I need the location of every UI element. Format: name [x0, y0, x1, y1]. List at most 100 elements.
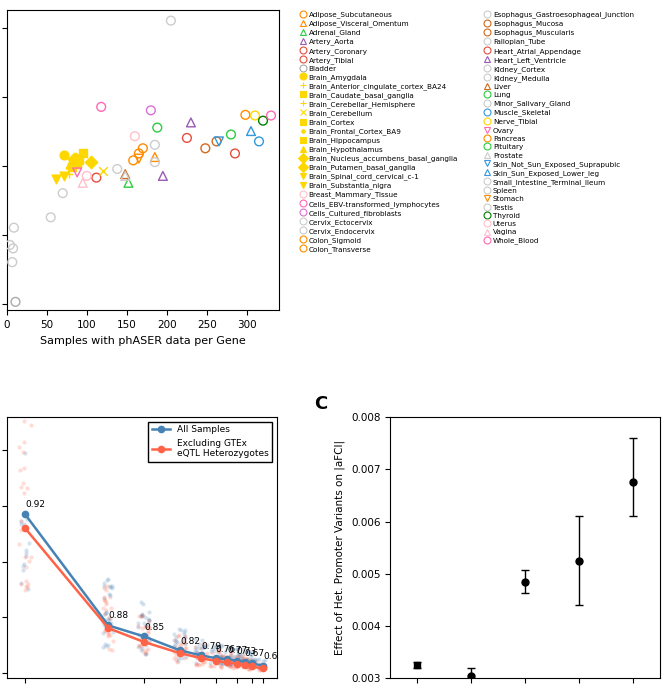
Point — [22, 482, 33, 493]
Point — [101, 584, 111, 595]
Point — [143, 619, 153, 630]
Point — [229, 658, 239, 669]
Point — [23, 365, 34, 376]
Point — [216, 651, 227, 662]
Point — [128, 155, 139, 166]
Point — [245, 660, 255, 671]
Point — [135, 611, 146, 622]
Point — [194, 639, 205, 650]
Point — [177, 644, 188, 655]
Point — [143, 607, 154, 618]
Point — [21, 385, 31, 396]
Point — [96, 101, 107, 112]
Point — [99, 625, 110, 636]
Point — [191, 658, 201, 669]
Point — [105, 581, 115, 592]
Point — [19, 488, 30, 499]
Point — [255, 659, 265, 670]
Point — [243, 647, 253, 658]
Point — [215, 651, 226, 662]
Point — [172, 656, 183, 667]
Point — [205, 658, 216, 669]
Point — [179, 646, 189, 657]
Point — [100, 641, 111, 652]
Point — [134, 640, 145, 651]
Point — [200, 142, 211, 153]
Point — [21, 547, 32, 558]
All Samples — [197, 651, 205, 660]
Point — [178, 637, 189, 648]
Point — [225, 659, 235, 670]
Point — [24, 556, 35, 566]
Point — [191, 652, 202, 663]
Point — [249, 661, 259, 672]
Point — [225, 649, 235, 660]
Point — [211, 640, 221, 651]
Point — [229, 148, 240, 159]
Point — [170, 635, 181, 646]
Point — [217, 651, 227, 662]
Point — [225, 653, 236, 664]
Point — [85, 157, 96, 168]
Point — [257, 660, 268, 671]
Point — [91, 172, 102, 183]
Point — [214, 645, 225, 656]
Point — [189, 642, 200, 653]
Point — [108, 635, 119, 646]
Point — [180, 639, 191, 650]
Point — [237, 660, 248, 671]
Point — [197, 647, 207, 658]
Point — [234, 654, 245, 665]
Point — [141, 620, 151, 631]
Point — [5, 240, 15, 251]
Point — [143, 627, 153, 638]
Point — [225, 129, 236, 140]
Point — [99, 580, 110, 591]
Point — [253, 654, 264, 665]
Point — [225, 660, 236, 671]
Point — [211, 136, 222, 147]
Text: C: C — [315, 395, 328, 413]
Point — [225, 645, 236, 656]
Point — [19, 415, 29, 426]
Point — [137, 142, 148, 153]
Point — [213, 643, 224, 653]
Point — [258, 656, 269, 667]
Point — [245, 646, 256, 657]
Point — [137, 643, 147, 654]
Line: Excluding GTEx
eQTL Heterozygotes: Excluding GTEx eQTL Heterozygotes — [22, 525, 266, 671]
Point — [249, 654, 260, 665]
Point — [197, 659, 207, 670]
Excluding GTEx
eQTL Heterozygotes — [212, 657, 220, 665]
All Samples — [140, 632, 148, 640]
All Samples — [247, 660, 255, 668]
Point — [243, 647, 254, 658]
Point — [234, 648, 245, 659]
Point — [232, 662, 243, 673]
Point — [257, 115, 268, 126]
Point — [170, 638, 181, 649]
Point — [100, 595, 111, 606]
Line: All Samples: All Samples — [22, 511, 266, 669]
Point — [140, 649, 151, 660]
Point — [15, 519, 26, 530]
Point — [228, 653, 239, 664]
Point — [241, 653, 252, 664]
Point — [179, 652, 189, 663]
Point — [25, 420, 36, 431]
Point — [101, 581, 112, 592]
Point — [226, 656, 237, 667]
Point — [236, 653, 247, 664]
Point — [243, 653, 253, 664]
Point — [191, 651, 202, 662]
Point — [237, 643, 248, 654]
Point — [197, 640, 208, 651]
Point — [141, 640, 151, 651]
Point — [133, 148, 144, 159]
Point — [223, 658, 234, 669]
Point — [249, 656, 260, 667]
Point — [215, 651, 225, 662]
Point — [98, 620, 109, 631]
Point — [59, 171, 69, 182]
Text: 0.76: 0.76 — [216, 645, 236, 653]
